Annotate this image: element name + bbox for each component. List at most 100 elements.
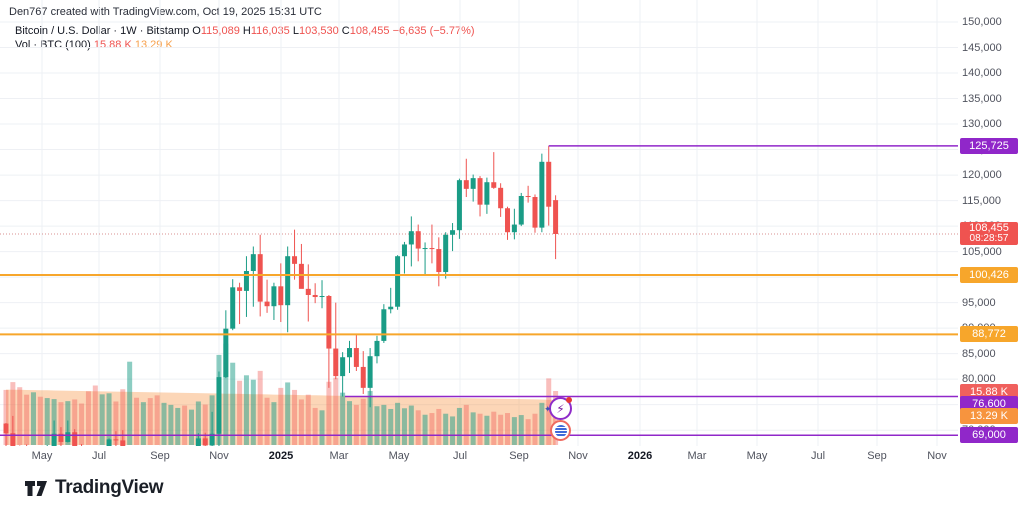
candle-body: [491, 182, 497, 188]
time-axis-label-Mar: Mar: [687, 450, 707, 462]
volume-bar: [505, 413, 511, 445]
volume-bar: [443, 413, 449, 445]
chart-pane[interactable]: [0, 0, 958, 446]
candle-body: [381, 309, 387, 341]
price-axis-label: 115,000: [962, 194, 1001, 207]
candle-body: [257, 254, 263, 302]
volume-bar: [72, 399, 78, 445]
candle-body: [415, 231, 421, 249]
volume-bar: [395, 402, 401, 445]
candle-body: [264, 301, 270, 307]
price-axis-label: 120,000: [962, 169, 1002, 182]
price-axis[interactable]: 70,00075,00080,00085,00090,00095,000100,…: [958, 0, 1024, 446]
price-axis-label: 135,000: [962, 92, 1002, 105]
volume-bar: [250, 379, 256, 445]
time-axis-label-May: May: [746, 450, 768, 462]
lightning-sticker-icon[interactable]: ⚡ ✦: [544, 397, 572, 420]
candle-body: [429, 248, 435, 250]
candle-body: [532, 197, 538, 228]
countdown-timer: 08:28:57: [969, 232, 1009, 244]
candle-body: [113, 439, 119, 441]
volume-bar: [99, 394, 105, 445]
candle-body: [326, 296, 332, 349]
volume-bar: [223, 343, 229, 445]
price-badge-88772: 88,772: [960, 326, 1018, 343]
volume-bar: [24, 394, 30, 445]
volume-bar: [202, 404, 208, 445]
tradingview-logo[interactable]: TradingView: [24, 477, 164, 499]
candle-body: [443, 234, 449, 273]
volume-bar: [374, 406, 380, 445]
red-dot-icon: [566, 397, 572, 403]
volume-bar: [326, 381, 332, 445]
volume-bar: [161, 402, 167, 445]
candle-body: [120, 440, 126, 446]
candle-body: [65, 432, 71, 442]
candle-body: [333, 348, 339, 377]
volume-bar: [264, 397, 270, 445]
candle-body: [202, 438, 208, 446]
volume-bar: [278, 387, 284, 445]
time-axis[interactable]: May Jul Sep Nov 2025 Mar May Jul Sep Nov 2026 Mar Ma…: [0, 446, 958, 470]
candle-body: [539, 161, 545, 228]
volume-bar: [470, 412, 476, 445]
candle-body: [223, 328, 229, 378]
volume-bar: [237, 380, 243, 445]
candle-body: [374, 340, 380, 357]
database-sticker-icon[interactable]: [550, 420, 571, 441]
candle-body: [319, 296, 325, 298]
volume-bar: [539, 402, 545, 445]
candle-body: [106, 439, 112, 446]
volume-bar: [58, 402, 64, 445]
candle-body: [401, 244, 407, 257]
symbol-legend-row-main[interactable]: Bitcoin / U.S. Dollar · 1W · Bitstamp O1…: [15, 24, 475, 38]
volume-bar: [230, 362, 236, 445]
candle-body: [450, 230, 456, 235]
volume-bar: [436, 408, 442, 445]
price-axis-label: 85,000: [962, 347, 996, 360]
candle-body: [292, 256, 298, 264]
volume-bar: [168, 404, 174, 445]
price-badge-13.29K: 13.29 K: [960, 407, 1018, 424]
volume-bar: [491, 411, 497, 445]
volume-bar: [401, 408, 407, 445]
volume-bar: [333, 377, 339, 445]
tradingview-logo-icon: [25, 480, 47, 496]
candle-body: [285, 256, 291, 306]
price-axis-label: 80,000: [962, 373, 996, 386]
volume-bar: [257, 370, 263, 445]
candle-body: [278, 286, 284, 306]
time-axis-label-May: May: [31, 450, 53, 462]
volume-bar: [92, 385, 98, 445]
volume-bar: [175, 407, 181, 445]
chart-credit: Den767 created with TradingView.com, Oct…: [9, 6, 322, 18]
volume-bar: [298, 399, 304, 445]
candle-body: [298, 263, 304, 289]
candle-body: [347, 348, 352, 358]
candle-body: [477, 178, 483, 205]
volume-bar: [546, 378, 552, 445]
price-axis-label: 95,000: [962, 296, 996, 309]
volume-bar: [305, 394, 311, 445]
volume-bar: [429, 413, 435, 445]
volume-bar: [182, 405, 188, 445]
candle-body: [72, 432, 78, 446]
volume-bar: [511, 417, 517, 445]
candle-body: [237, 287, 243, 291]
candle-body: [367, 356, 373, 388]
volume-bar: [188, 409, 194, 445]
time-axis-label-Jul: Jul: [810, 450, 826, 462]
candle-body: [463, 180, 469, 189]
price-axis-label: 130,000: [962, 118, 1002, 131]
time-axis-label-Mar: Mar: [329, 450, 349, 462]
volume-bar: [120, 389, 126, 445]
price-axis-label: 105,000: [962, 245, 1002, 258]
volume-bar: [79, 403, 85, 445]
candle-body: [3, 423, 9, 434]
price-axis-label: 145,000: [962, 41, 1002, 54]
candle-body: [209, 433, 215, 446]
volume-bar: [498, 414, 504, 445]
time-axis-label-2025: 2025: [268, 450, 294, 462]
volume-bar: [463, 404, 469, 445]
volume-bar: [484, 415, 490, 445]
